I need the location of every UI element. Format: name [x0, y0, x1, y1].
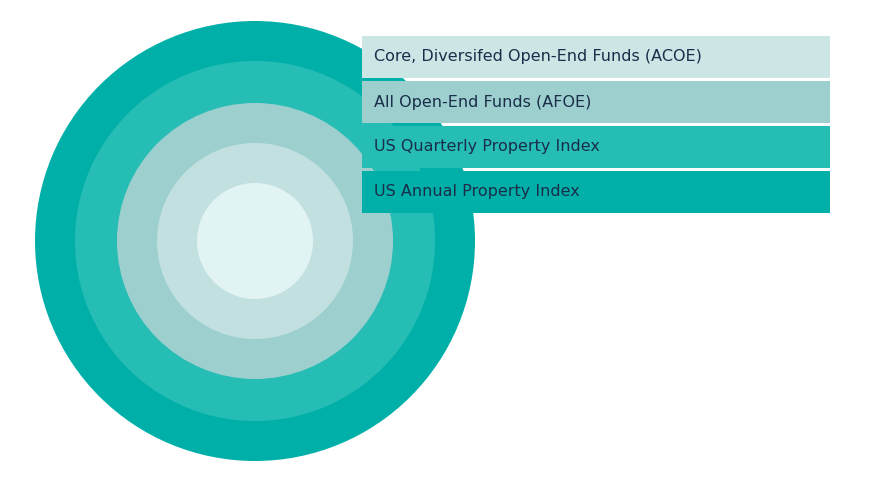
Bar	[362, 171, 830, 213]
Text: US Annual Property Index: US Annual Property Index	[374, 184, 580, 199]
Circle shape	[157, 143, 353, 339]
Circle shape	[35, 21, 475, 461]
Text: Core, Diversifed Open-End Funds (ACOE): Core, Diversifed Open-End Funds (ACOE)	[374, 50, 702, 65]
Circle shape	[197, 183, 313, 299]
Text: All Open-End Funds (AFOE): All Open-End Funds (AFOE)	[374, 95, 591, 110]
Circle shape	[117, 103, 393, 379]
Bar	[362, 36, 830, 78]
Bar	[362, 126, 830, 168]
Text: US Quarterly Property Index: US Quarterly Property Index	[374, 139, 600, 154]
Circle shape	[75, 61, 435, 421]
Bar	[362, 81, 830, 123]
